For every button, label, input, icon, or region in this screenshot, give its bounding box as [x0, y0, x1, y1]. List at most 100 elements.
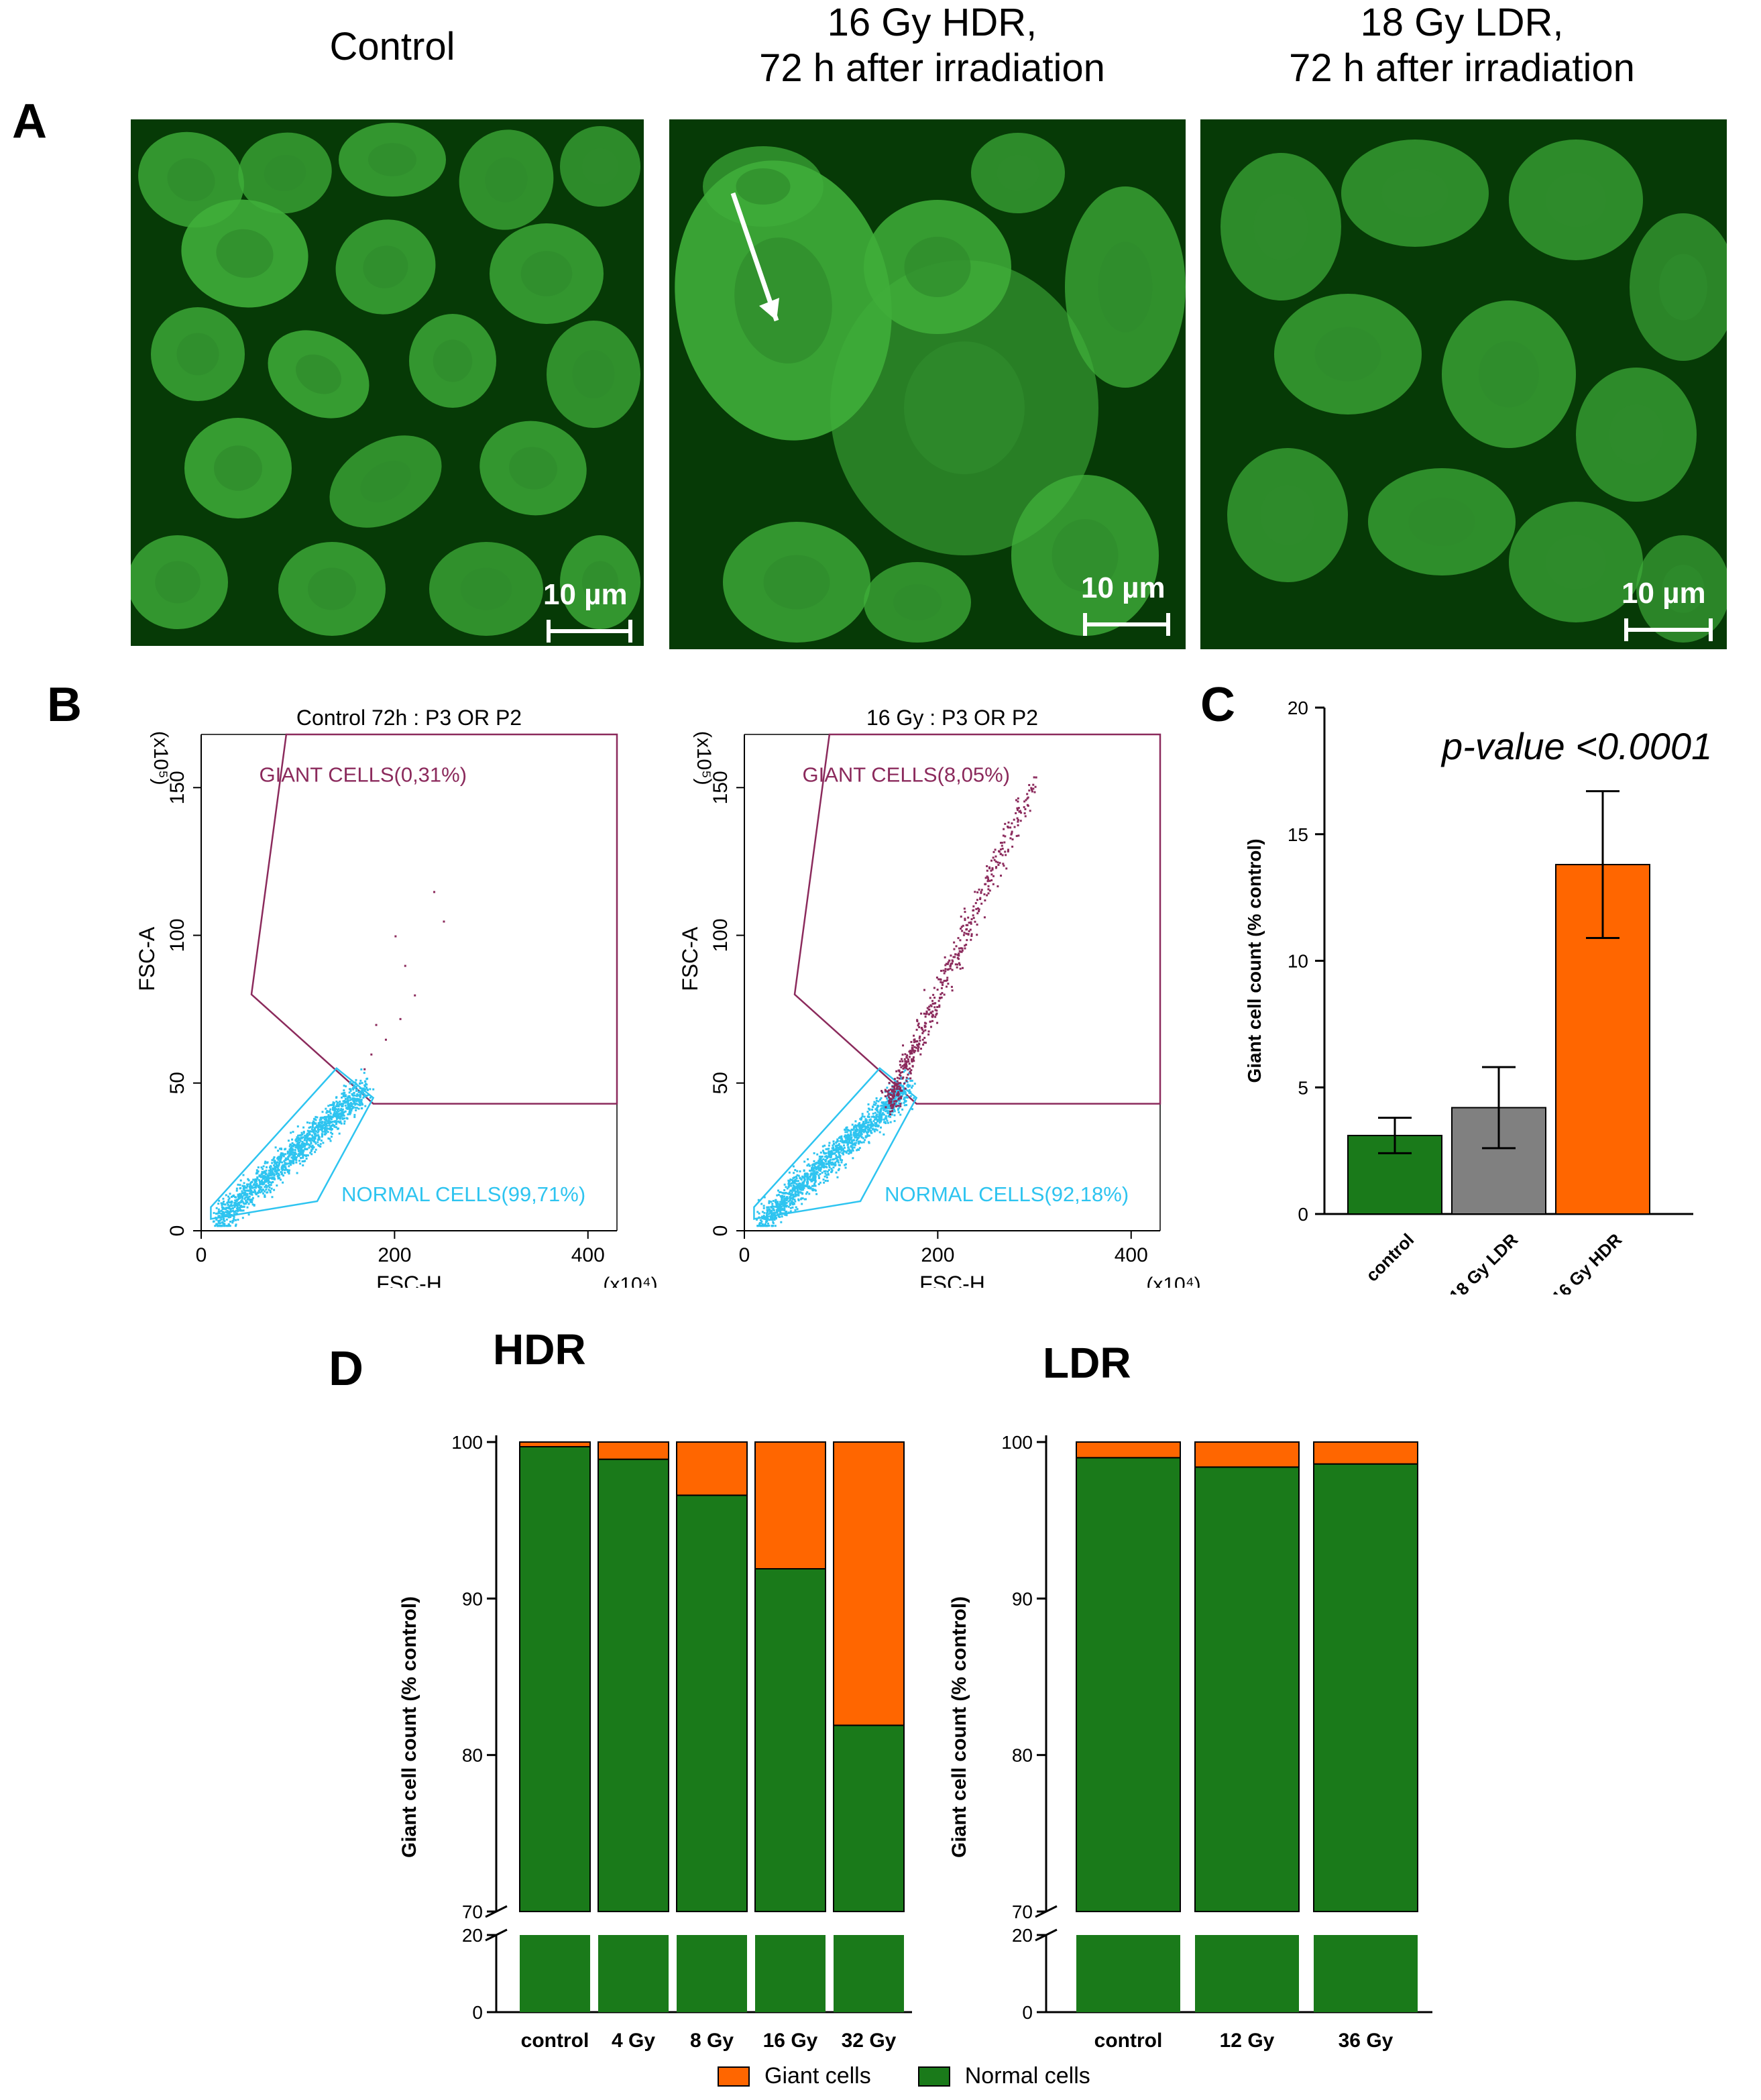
- giant-point: [913, 1046, 916, 1048]
- normal-point: [889, 1121, 892, 1123]
- normal-point: [332, 1123, 335, 1126]
- giant-point: [897, 1085, 899, 1088]
- normal-point: [290, 1156, 293, 1159]
- normal-point: [349, 1088, 352, 1091]
- normal-point: [766, 1211, 769, 1213]
- normal-point: [224, 1203, 227, 1206]
- normal-point: [854, 1129, 857, 1131]
- normal-point: [343, 1089, 345, 1092]
- normal-point: [262, 1189, 265, 1191]
- giant-point: [970, 922, 972, 925]
- normal-point: [235, 1212, 237, 1215]
- bar-giant-16-gy: [754, 1441, 826, 1569]
- normal-point: [284, 1167, 287, 1170]
- normal-point: [807, 1177, 809, 1180]
- normal-point: [902, 1093, 905, 1095]
- normal-point: [247, 1183, 249, 1186]
- normal-point: [260, 1166, 263, 1169]
- normal-point: [221, 1214, 223, 1217]
- normal-point: [359, 1079, 362, 1082]
- normal-point: [284, 1166, 287, 1168]
- giant-point: [899, 1060, 901, 1063]
- normal-point: [789, 1203, 791, 1206]
- normal-point: [824, 1156, 827, 1158]
- giant-point: [991, 868, 994, 871]
- normal-point: [819, 1168, 822, 1170]
- normal-point: [327, 1137, 330, 1140]
- normal-point: [812, 1184, 815, 1187]
- normal-point: [270, 1168, 272, 1171]
- normal-point: [298, 1139, 301, 1142]
- normal-point: [292, 1157, 294, 1160]
- normal-point: [879, 1110, 882, 1113]
- normal-point: [272, 1158, 275, 1160]
- giant-point: [990, 859, 993, 862]
- giant-point: [1017, 819, 1019, 822]
- normal-point: [779, 1195, 782, 1197]
- normal-point: [793, 1182, 795, 1184]
- giant-point: [1009, 837, 1012, 840]
- normal-point: [771, 1205, 774, 1207]
- normal-point: [276, 1157, 279, 1160]
- giant-point: [394, 935, 397, 938]
- normal-point: [879, 1120, 882, 1123]
- normal-point: [787, 1179, 790, 1182]
- normal-point: [270, 1176, 272, 1179]
- giant-point: [980, 889, 983, 891]
- y-tick-label: 80: [1012, 1745, 1033, 1766]
- normal-point: [821, 1155, 823, 1158]
- normal-point: [911, 1085, 914, 1087]
- normal-point: [844, 1140, 846, 1142]
- normal-point: [340, 1122, 343, 1125]
- normal-point: [354, 1107, 357, 1109]
- normal-point: [245, 1194, 247, 1197]
- normal-point: [339, 1115, 342, 1118]
- normal-point: [801, 1176, 804, 1179]
- normal-point: [276, 1162, 278, 1164]
- normal-point: [350, 1109, 353, 1112]
- normal-point: [274, 1166, 276, 1168]
- normal-point: [282, 1164, 284, 1166]
- normal-point: [264, 1194, 266, 1197]
- normal-point: [872, 1128, 875, 1131]
- normal-point: [860, 1134, 862, 1137]
- normal-point: [270, 1184, 272, 1186]
- normal-point: [332, 1106, 335, 1109]
- giant-point: [936, 989, 939, 991]
- giant-point: [1011, 838, 1014, 840]
- normal-point: [789, 1196, 791, 1199]
- x-tick-label: 8 Gy: [690, 2030, 734, 2052]
- normal-point: [274, 1160, 276, 1162]
- normal-point: [274, 1170, 276, 1173]
- normal-point: [807, 1180, 809, 1183]
- normal-point: [777, 1215, 780, 1218]
- giant-point: [924, 1042, 927, 1044]
- normal-point: [836, 1157, 838, 1160]
- normal-point: [874, 1116, 877, 1119]
- normal-point: [319, 1119, 321, 1121]
- normal-point: [758, 1216, 760, 1219]
- normal-point: [775, 1201, 777, 1203]
- normal-point: [290, 1153, 293, 1156]
- normal-point: [880, 1097, 883, 1099]
- normal-point: [250, 1199, 253, 1202]
- normal-point: [227, 1213, 229, 1215]
- normal-point: [769, 1210, 771, 1213]
- normal-point: [769, 1211, 772, 1214]
- normal-point: [872, 1128, 874, 1131]
- normal-point: [310, 1150, 313, 1152]
- normal-point: [814, 1167, 817, 1170]
- normal-point: [308, 1139, 311, 1142]
- normal-point: [852, 1157, 854, 1160]
- normal-point: [785, 1210, 788, 1213]
- normal-point: [314, 1118, 317, 1121]
- normal-point: [846, 1129, 849, 1131]
- normal-point: [350, 1103, 353, 1105]
- giant-point: [891, 1085, 894, 1088]
- normal-point: [784, 1213, 787, 1216]
- giant-point: [925, 1011, 928, 1014]
- normal-point: [320, 1127, 323, 1130]
- normal-point: [768, 1219, 771, 1221]
- normal-point: [805, 1184, 807, 1186]
- cell-nucleus: [1314, 327, 1381, 382]
